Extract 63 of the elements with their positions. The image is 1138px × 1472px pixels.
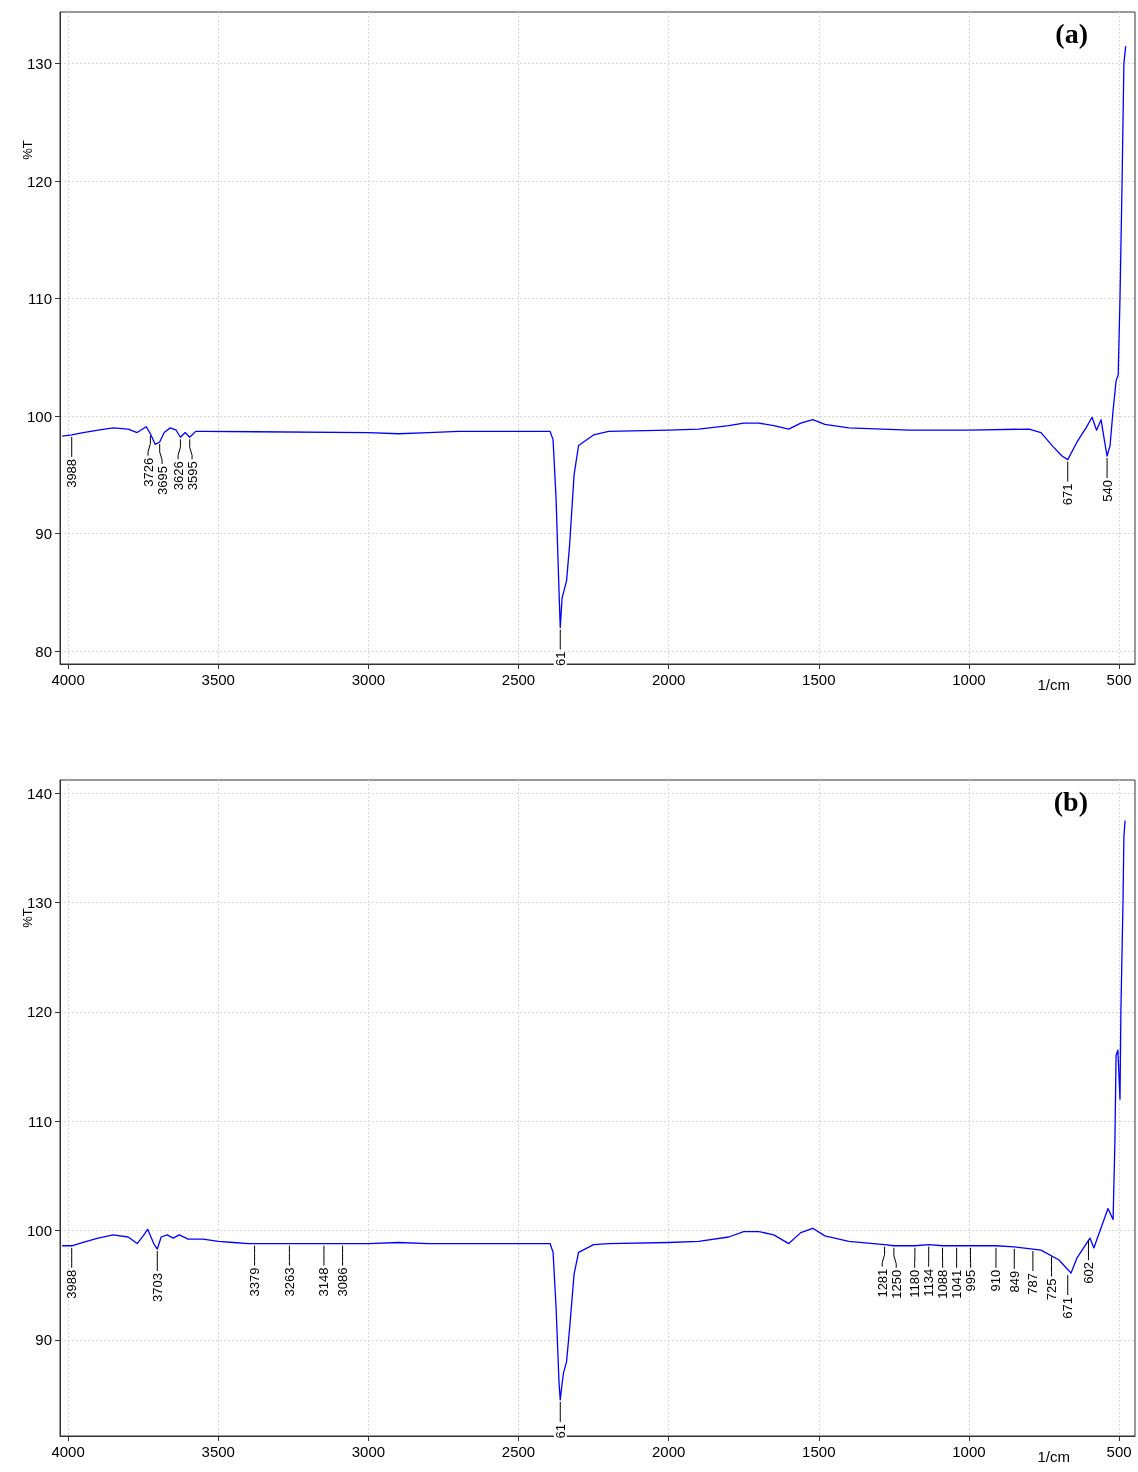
annotation: 671 xyxy=(1060,1297,1076,1319)
x-tick-label: 3500 xyxy=(201,1443,235,1460)
annotation: 3726 xyxy=(140,457,156,487)
y-tick-label: 130 xyxy=(26,55,52,73)
annotation: 1180 xyxy=(907,1269,923,1298)
annotation: 1041 xyxy=(949,1269,965,1299)
annotation: 1250 xyxy=(888,1269,904,1299)
annotation: 61 xyxy=(552,1423,568,1439)
annotation: 3379 xyxy=(247,1267,263,1297)
annotation: 3988 xyxy=(64,1269,80,1299)
x-tick-label: 1500 xyxy=(802,671,836,688)
annotation: 3695 xyxy=(154,465,170,495)
line-series xyxy=(61,819,1126,1401)
y-tick-label: 90 xyxy=(35,525,52,543)
annotation: 3148 xyxy=(316,1267,332,1297)
y-tick-label: 80 xyxy=(35,642,52,660)
annotation: 849 xyxy=(1006,1270,1022,1293)
annotation: 3086 xyxy=(335,1267,351,1297)
x-tick-label: 1500 xyxy=(802,1443,836,1460)
annotation: 3626 xyxy=(170,461,186,491)
annotation: 3988 xyxy=(64,458,80,488)
annotation: 725 xyxy=(1044,1278,1060,1301)
x-tick-label: 2000 xyxy=(651,1443,686,1460)
annotation: 910 xyxy=(988,1269,1004,1292)
annotation: 1088 xyxy=(935,1269,951,1299)
x-axis-title: 1/cm xyxy=(1037,676,1071,693)
annotation: 540 xyxy=(1099,480,1115,502)
x-tick-label: 2500 xyxy=(501,671,536,688)
x-tick-label: 3000 xyxy=(351,671,386,688)
y-axis-title: %T xyxy=(19,908,35,928)
annotation: 1281 xyxy=(874,1268,890,1298)
annotation: 602 xyxy=(1080,1262,1096,1284)
y-tick-label: 110 xyxy=(28,1112,52,1130)
y-tick-label: 140 xyxy=(26,784,52,802)
x-tick-label: 3500 xyxy=(201,671,235,688)
y-tick-label: 100 xyxy=(26,407,52,425)
y-tick-label: 90 xyxy=(35,1331,52,1349)
x-tick-label: 500 xyxy=(1106,671,1132,688)
x-tick-label: 2000 xyxy=(651,671,686,688)
y-tick-label: 120 xyxy=(26,172,52,190)
annotation: 995 xyxy=(963,1269,979,1292)
x-tick-label: 1000 xyxy=(952,671,986,688)
x-tick-label: 4000 xyxy=(51,671,85,688)
annotation: 3595 xyxy=(184,461,200,491)
annotation: 3703 xyxy=(149,1273,165,1302)
y-tick-label: 110 xyxy=(28,290,52,308)
chart-title: (b) xyxy=(1053,785,1089,817)
annotation: 3263 xyxy=(281,1267,297,1297)
annotation: 1134 xyxy=(921,1268,937,1297)
annotation: 787 xyxy=(1025,1273,1041,1295)
x-axis-title: 1/cm xyxy=(1037,1448,1071,1465)
x-tick-label: 500 xyxy=(1106,1443,1132,1460)
chart-title: (a) xyxy=(1055,17,1089,49)
y-tick-label: 100 xyxy=(26,1221,52,1239)
y-tick-label: 120 xyxy=(26,1003,52,1021)
x-tick-label: 4000 xyxy=(51,1443,85,1460)
annotation: 671 xyxy=(1060,483,1076,506)
x-tick-label: 3000 xyxy=(351,1443,386,1460)
x-tick-label: 2500 xyxy=(501,1443,536,1460)
y-tick-label: 130 xyxy=(26,893,52,911)
x-tick-label: 1000 xyxy=(952,1443,986,1460)
annotation: 61 xyxy=(552,651,568,667)
y-axis-title: %T xyxy=(19,140,35,160)
